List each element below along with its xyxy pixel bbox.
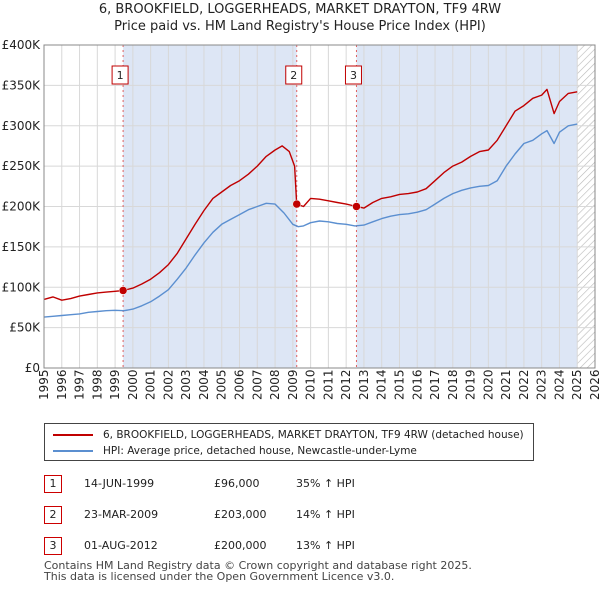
x-tick-label: 1996 xyxy=(55,369,69,400)
x-tick-label: 2012 xyxy=(339,369,353,400)
x-tick-label: 2018 xyxy=(446,369,460,400)
x-tick-label: 2001 xyxy=(144,369,158,400)
sale-badge: 2 xyxy=(44,506,62,524)
x-tick-label: 2020 xyxy=(481,369,495,400)
y-tick-label: £150K xyxy=(2,240,42,254)
y-tick-label: £0 xyxy=(25,361,40,375)
x-tick-label: 2005 xyxy=(215,369,229,400)
x-tick-label: 2009 xyxy=(286,369,300,400)
y-tick-label: £300K xyxy=(2,119,42,133)
sale-badge: 3 xyxy=(44,537,62,555)
x-tick-label: 2016 xyxy=(410,369,424,400)
x-tick-label: 2014 xyxy=(375,369,389,400)
sale-row: 1 14-JUN-1999 £96,000 35% ↑ HPI xyxy=(44,475,444,493)
sale-price: £203,000 xyxy=(214,508,267,521)
x-tick-label: 2025 xyxy=(570,369,584,400)
sale-hpi-delta: 13% ↑ HPI xyxy=(296,539,355,552)
legend-swatch-hpi xyxy=(53,450,93,452)
sale-point xyxy=(292,199,301,209)
sale-number-label: 1 xyxy=(117,69,124,82)
sale-row: 3 01-AUG-2012 £200,000 13% ↑ HPI xyxy=(44,537,444,555)
sale-row: 2 23-MAR-2009 £203,000 14% ↑ HPI xyxy=(44,506,444,524)
x-tick-label: 2023 xyxy=(535,369,549,400)
x-tick-label: 2003 xyxy=(179,369,193,400)
legend-label-hpi: HPI: Average price, detached house, Newc… xyxy=(103,445,417,457)
property-price-line xyxy=(43,88,578,301)
sale-price: £200,000 xyxy=(214,539,267,552)
sale-date: 01-AUG-2012 xyxy=(84,539,158,552)
x-tick-label: 2019 xyxy=(464,369,478,400)
sale-hpi-delta: 14% ↑ HPI xyxy=(296,508,355,521)
sale-number-box xyxy=(344,65,362,85)
x-tick-label: 1998 xyxy=(90,369,104,400)
x-tick-label: 1997 xyxy=(73,369,87,400)
y-tick-label: £200K xyxy=(2,200,42,214)
plot-frame xyxy=(43,44,596,369)
y-tick-label: £400K xyxy=(2,38,42,52)
y-tick-label: £50K xyxy=(9,321,41,335)
x-tick-label: 2026 xyxy=(588,369,600,400)
sale-hpi-delta: 35% ↑ HPI xyxy=(296,477,355,490)
x-tick-label: 2010 xyxy=(304,369,318,400)
sale-number-label: 3 xyxy=(350,69,357,82)
chart-subtitle: Price paid vs. HM Land Registry's House … xyxy=(114,19,486,34)
sale-number-box xyxy=(285,65,303,85)
sale-point xyxy=(352,202,361,211)
legend-item-property: 6, BROOKFIELD, LOGGERHEADS, MARKET DRAYT… xyxy=(53,428,524,442)
x-tick-label: 2007 xyxy=(250,369,264,400)
sale-date: 23-MAR-2009 xyxy=(84,508,159,521)
y-tick-label: £250K xyxy=(2,159,42,173)
legend-swatch-property xyxy=(53,434,93,436)
sale-date: 14-JUN-1999 xyxy=(84,477,155,490)
x-tick-label: 2013 xyxy=(357,369,371,400)
x-tick-label: 2024 xyxy=(552,369,566,400)
x-tick-label: 2015 xyxy=(392,369,406,400)
legend-item-hpi: HPI: Average price, detached house, Newc… xyxy=(53,444,417,458)
x-tick-label: 2022 xyxy=(517,369,531,400)
x-tick-label: 1995 xyxy=(37,369,51,400)
x-tick-label: 2000 xyxy=(126,369,140,400)
sale-price: £96,000 xyxy=(214,477,260,490)
x-tick-label: 2008 xyxy=(268,369,282,400)
y-tick-label: £350K xyxy=(2,78,42,92)
x-tick-label: 2004 xyxy=(197,369,211,400)
footer-copyright: Contains HM Land Registry data © Crown c… xyxy=(44,559,472,572)
legend: 6, BROOKFIELD, LOGGERHEADS, MARKET DRAYT… xyxy=(44,423,534,461)
x-tick-label: 2021 xyxy=(499,369,513,400)
footer: Contains HM Land Registry data © Crown c… xyxy=(44,560,472,582)
footer-license: This data is licensed under the Open Gov… xyxy=(44,570,395,583)
x-tick-label: 2006 xyxy=(233,369,247,400)
sale-number-label: 2 xyxy=(290,69,297,82)
legend-label-property: 6, BROOKFIELD, LOGGERHEADS, MARKET DRAYT… xyxy=(103,429,524,441)
x-tick-label: 2002 xyxy=(161,369,175,400)
sale-point xyxy=(118,286,128,295)
x-tick-label: 1999 xyxy=(108,369,122,400)
hpi-line xyxy=(43,123,578,318)
sale-badge: 1 xyxy=(44,475,62,493)
price-chart: £0 £50K £100K £150K £200K £250K £300K £350K £400… xyxy=(2,38,600,400)
x-tick-label: 2017 xyxy=(428,369,442,400)
y-tick-label: £100K xyxy=(2,280,42,294)
chart-title: 6, BROOKFIELD, LOGGERHEADS, MARKET DRAYT… xyxy=(98,2,502,17)
sale-number-box xyxy=(111,65,129,85)
x-tick-label: 2011 xyxy=(321,369,335,400)
